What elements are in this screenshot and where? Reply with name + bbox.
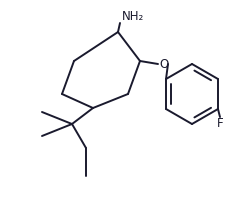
Text: F: F <box>217 116 223 129</box>
Text: NH₂: NH₂ <box>122 9 144 22</box>
Text: O: O <box>159 58 169 71</box>
